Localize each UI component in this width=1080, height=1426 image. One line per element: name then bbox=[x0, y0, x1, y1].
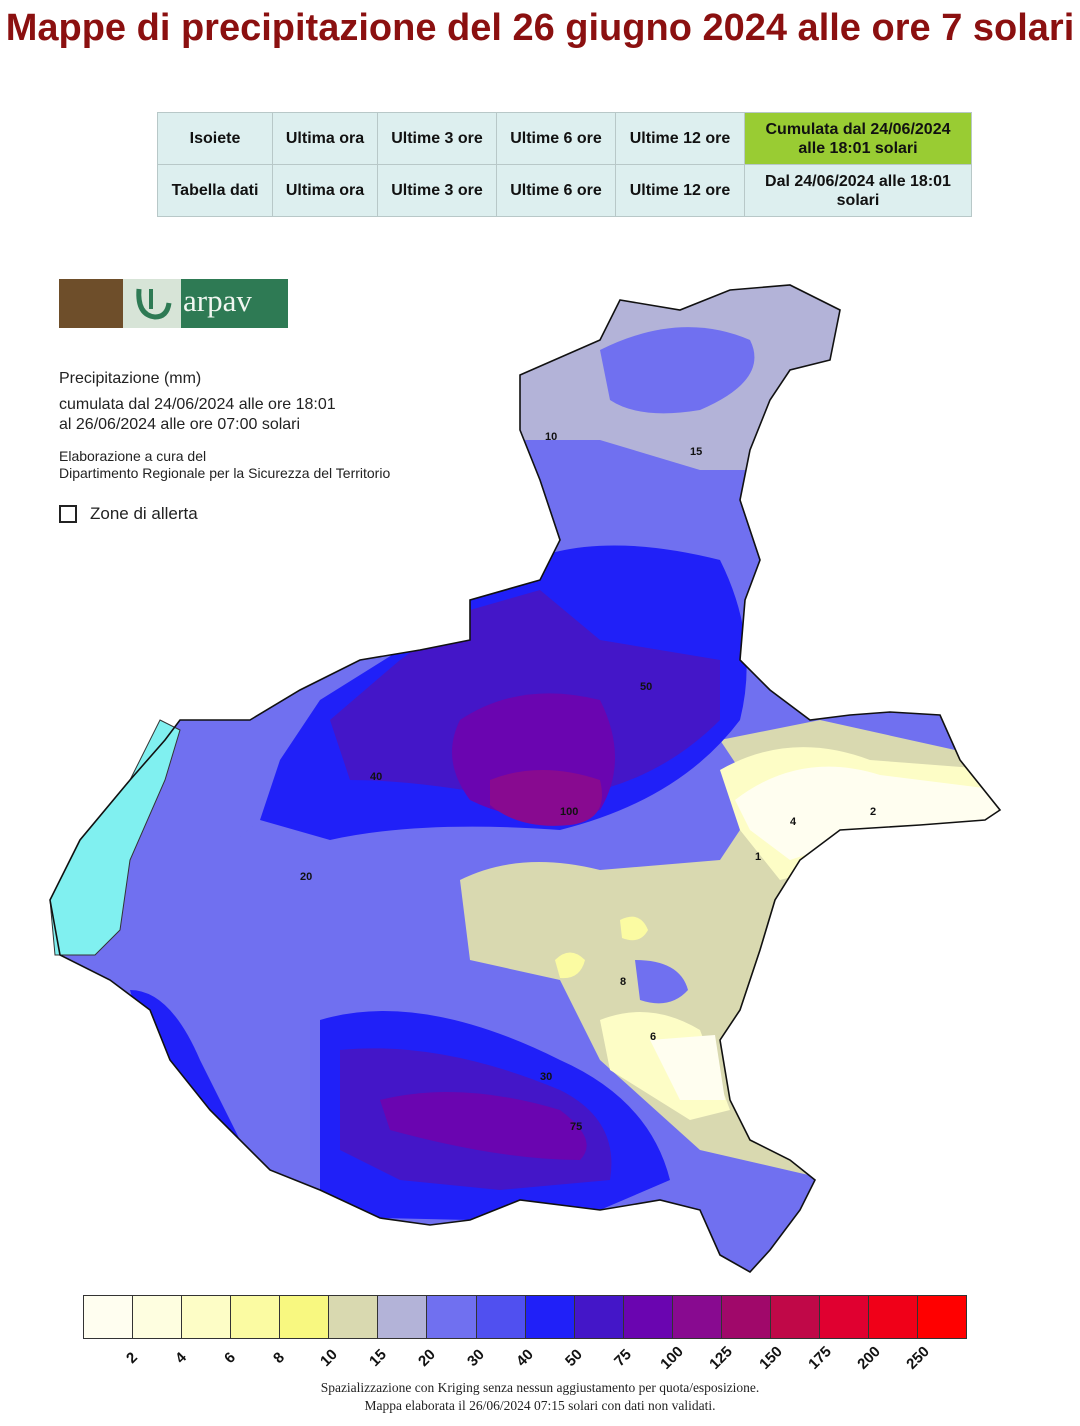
colorbar-tick-label: 15 bbox=[365, 1346, 390, 1370]
colorbar-tick-label: 8 bbox=[270, 1349, 289, 1367]
contour-label: 6 bbox=[650, 1031, 656, 1043]
precipitation-colorbar bbox=[83, 1295, 967, 1339]
colorbar-swatch bbox=[525, 1296, 575, 1338]
colorbar-swatch bbox=[574, 1296, 624, 1338]
alert-zones-label: Zone di allerta bbox=[90, 504, 198, 523]
colorbar-swatch bbox=[476, 1296, 526, 1338]
page-title: Mappe di precipitazione del 26 giugno 20… bbox=[5, 7, 1075, 49]
nav-link[interactable]: Ultime 6 ore bbox=[496, 112, 616, 165]
precip-zone-30-east bbox=[635, 960, 688, 1004]
arpav-logo: arpav bbox=[59, 279, 288, 328]
footer-method: Spazializzazione con Kriging senza nessu… bbox=[320, 1380, 760, 1395]
alert-zones-toggle[interactable]: Zone di allerta bbox=[59, 504, 198, 524]
colorbar-tick-label: 75 bbox=[611, 1346, 636, 1370]
colorbar-tick-label: 125 bbox=[706, 1343, 737, 1373]
colorbar-tick-label: 20 bbox=[414, 1346, 439, 1370]
colorbar-tick-label: 30 bbox=[463, 1346, 488, 1370]
contour-label: 4 bbox=[790, 816, 797, 828]
precip-zone-8-east bbox=[620, 916, 648, 941]
colorbar-swatch bbox=[721, 1296, 771, 1338]
colorbar-swatch bbox=[427, 1296, 477, 1338]
contour-label: 20 bbox=[300, 871, 312, 883]
colorbar-tick-label: 200 bbox=[853, 1343, 884, 1373]
colorbar-tick-label: 150 bbox=[755, 1343, 786, 1373]
alert-zones-checkbox[interactable] bbox=[59, 505, 77, 523]
precip-zone-2 bbox=[735, 766, 1000, 860]
lion-emblem-icon bbox=[59, 279, 123, 328]
colorbar-swatch bbox=[280, 1296, 330, 1338]
nav-link[interactable]: Ultime 6 ore bbox=[496, 164, 616, 217]
precip-zone-100-south bbox=[380, 1092, 587, 1160]
colorbar-swatch bbox=[329, 1296, 379, 1338]
colorbar-swatch bbox=[819, 1296, 869, 1338]
precip-zone-2-south bbox=[650, 1035, 725, 1100]
nav-link[interactable]: Dal 24/06/2024 alle 18:01 solari bbox=[744, 164, 972, 217]
colorbar-tick-label: 4 bbox=[172, 1349, 191, 1367]
credit-line: Elaborazione a cura del bbox=[59, 448, 207, 464]
precip-zone-30-north bbox=[600, 327, 755, 414]
nav-link[interactable]: Cumulata dal 24/06/2024 alle 18:01 solar… bbox=[744, 112, 972, 165]
nav-link[interactable]: Ultima ora bbox=[272, 164, 378, 217]
precipitation-map: 100 75 50 40 30 20 15 10 8 6 4 2 1 bbox=[49, 284, 1001, 1273]
legend-period-start: cumulata dal 24/06/2024 alle ore 18:01 bbox=[59, 396, 336, 413]
nav-link[interactable]: Ultime 12 ore bbox=[615, 164, 745, 217]
nav-link[interactable]: Ultime 12 ore bbox=[615, 112, 745, 165]
nav-row-header: Isoiete bbox=[157, 112, 273, 165]
contour-label: 2 bbox=[870, 806, 876, 818]
colorbar-swatch bbox=[84, 1296, 134, 1338]
contour-label: 100 bbox=[560, 806, 578, 818]
legend-title: Precipitazione (mm) bbox=[59, 370, 202, 387]
region-mark-icon bbox=[123, 279, 181, 328]
legend-period-end: al 26/06/2024 alle ore 07:00 solari bbox=[59, 416, 301, 433]
colorbar-swatch bbox=[672, 1296, 722, 1338]
colorbar-swatch bbox=[133, 1296, 183, 1338]
map-selector-table: Isoiete Ultima ora Ultime 3 ore Ultime 6 or… bbox=[157, 112, 972, 217]
logo-text: arpav bbox=[183, 283, 252, 318]
colorbar-tick-label: 6 bbox=[221, 1349, 240, 1367]
colorbar-swatch bbox=[231, 1296, 281, 1338]
credit-department: Dipartimento Regionale per la Sicurezza … bbox=[59, 465, 391, 481]
contour-label: 10 bbox=[545, 431, 557, 443]
contour-label: 8 bbox=[620, 976, 626, 988]
colorbar-tick-label: 10 bbox=[316, 1346, 341, 1370]
colorbar-tick-label: 2 bbox=[123, 1349, 142, 1367]
colorbar-tick-label: 250 bbox=[903, 1343, 933, 1373]
colorbar-tick-label: 175 bbox=[804, 1343, 835, 1373]
colorbar-swatch bbox=[770, 1296, 820, 1338]
colorbar-swatch bbox=[623, 1296, 673, 1338]
colorbar-tick-label: 50 bbox=[562, 1346, 587, 1370]
precip-zone-125 bbox=[490, 770, 602, 826]
colorbar-tick-label: 40 bbox=[513, 1346, 537, 1370]
colorbar-swatch bbox=[869, 1296, 919, 1338]
colorbar-swatch bbox=[182, 1296, 232, 1338]
colorbar-swatch bbox=[918, 1296, 967, 1338]
nav-link[interactable]: Ultima ora bbox=[272, 112, 378, 165]
contour-label: 1 bbox=[755, 851, 761, 863]
colorbar-tick-label: 100 bbox=[657, 1343, 688, 1373]
precip-zone-8 bbox=[555, 952, 585, 979]
contour-label: 15 bbox=[690, 446, 702, 458]
contour-label: 40 bbox=[370, 771, 382, 783]
contour-labels: 100 75 50 40 30 20 15 10 8 6 4 2 1 bbox=[300, 431, 876, 1133]
footer-timestamp: Mappa elaborata il 26/06/2024 07:15 sola… bbox=[364, 1398, 716, 1413]
contour-label: 75 bbox=[570, 1121, 582, 1133]
contour-label: 30 bbox=[540, 1071, 552, 1083]
nav-row: Isoiete Ultima ora Ultime 3 ore Ultime 6 or… bbox=[157, 112, 972, 165]
nav-row: Tabella dati Ultima ora Ultime 3 ore Ultime… bbox=[157, 164, 972, 217]
contour-label: 50 bbox=[640, 681, 652, 693]
nav-link[interactable]: Ultime 3 ore bbox=[377, 164, 497, 217]
nav-row-header: Tabella dati bbox=[157, 164, 273, 217]
colorbar-swatch bbox=[378, 1296, 428, 1338]
